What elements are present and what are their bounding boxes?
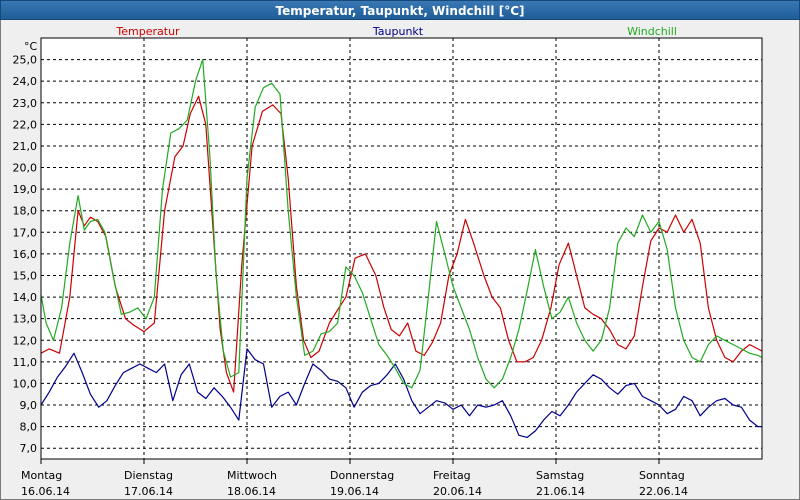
series-line-temperatur bbox=[40, 95, 763, 393]
y-axis: 7,0 8,0 9,0 10,0 11,0 12,0 13,0 14,0 15,0 16,0 17,… bbox=[13, 40, 38, 455]
x-tick-date: 18.06.14 bbox=[227, 485, 276, 498]
legend-temperatur: Temperatur bbox=[115, 25, 180, 38]
x-tick-day-name: Montag bbox=[21, 469, 62, 482]
y-tick-label: 10,0 bbox=[13, 377, 38, 390]
legend-windchill: Windchill bbox=[627, 25, 677, 38]
y-tick-label: 17,0 bbox=[13, 226, 38, 239]
plot-background bbox=[41, 38, 762, 459]
y-tick-label: 18,0 bbox=[13, 205, 38, 218]
series-lines bbox=[40, 58, 763, 438]
y-tick-label: 22,0 bbox=[13, 118, 38, 131]
y-tick-label: 7,0 bbox=[20, 442, 38, 455]
x-tick-day-name: Samstag bbox=[536, 469, 584, 482]
x-tick-day-name: Sonntag bbox=[639, 469, 685, 482]
y-tick-label: 25,0 bbox=[13, 54, 38, 67]
series-line-taupunkt bbox=[40, 348, 762, 438]
y-tick-label: 21,0 bbox=[13, 140, 38, 153]
y-tick-label: 14,0 bbox=[13, 291, 38, 304]
plot-border bbox=[40, 37, 763, 460]
y-axis-label: °C bbox=[24, 40, 38, 53]
y-tick-label: 15,0 bbox=[13, 269, 38, 282]
y-tick-label: 13,0 bbox=[13, 313, 38, 326]
y-tick-label: 24,0 bbox=[13, 75, 38, 88]
y-tick-label: 19,0 bbox=[13, 183, 38, 196]
grid bbox=[41, 38, 762, 459]
x-tick-date: 19.06.14 bbox=[330, 485, 379, 498]
x-tick-day-name: Dienstag bbox=[124, 469, 173, 482]
x-axis: Montag 16.06.14 Dienstag 17.06.14 Mittwoch 18… bbox=[21, 459, 688, 498]
x-tick-date: 21.06.14 bbox=[536, 485, 585, 498]
legend: Temperatur Taupunkt Windchill bbox=[115, 25, 677, 38]
y-tick-label: 11,0 bbox=[13, 356, 38, 369]
x-tick-date: 20.06.14 bbox=[433, 485, 482, 498]
y-tick-label: 16,0 bbox=[13, 248, 38, 261]
y-tick-label: 23,0 bbox=[13, 97, 38, 110]
window-title: Temperatur, Taupunkt, Windchill [°C] bbox=[0, 0, 800, 20]
x-tick-date: 16.06.14 bbox=[21, 485, 70, 498]
legend-taupunkt: Taupunkt bbox=[372, 25, 424, 38]
y-tick-label: 20,0 bbox=[13, 162, 38, 175]
x-tick-day-name: Donnerstag bbox=[330, 469, 394, 482]
y-tick-label: 8,0 bbox=[20, 421, 38, 434]
x-tick-day-name: Mittwoch bbox=[227, 469, 277, 482]
y-tick-label: 9,0 bbox=[20, 399, 38, 412]
series-line-windchill bbox=[40, 58, 763, 389]
x-tick-date: 22.06.14 bbox=[639, 485, 688, 498]
x-tick-day-name: Freitag bbox=[433, 469, 471, 482]
x-tick-date: 17.06.14 bbox=[124, 485, 173, 498]
y-tick-label: 12,0 bbox=[13, 334, 38, 347]
